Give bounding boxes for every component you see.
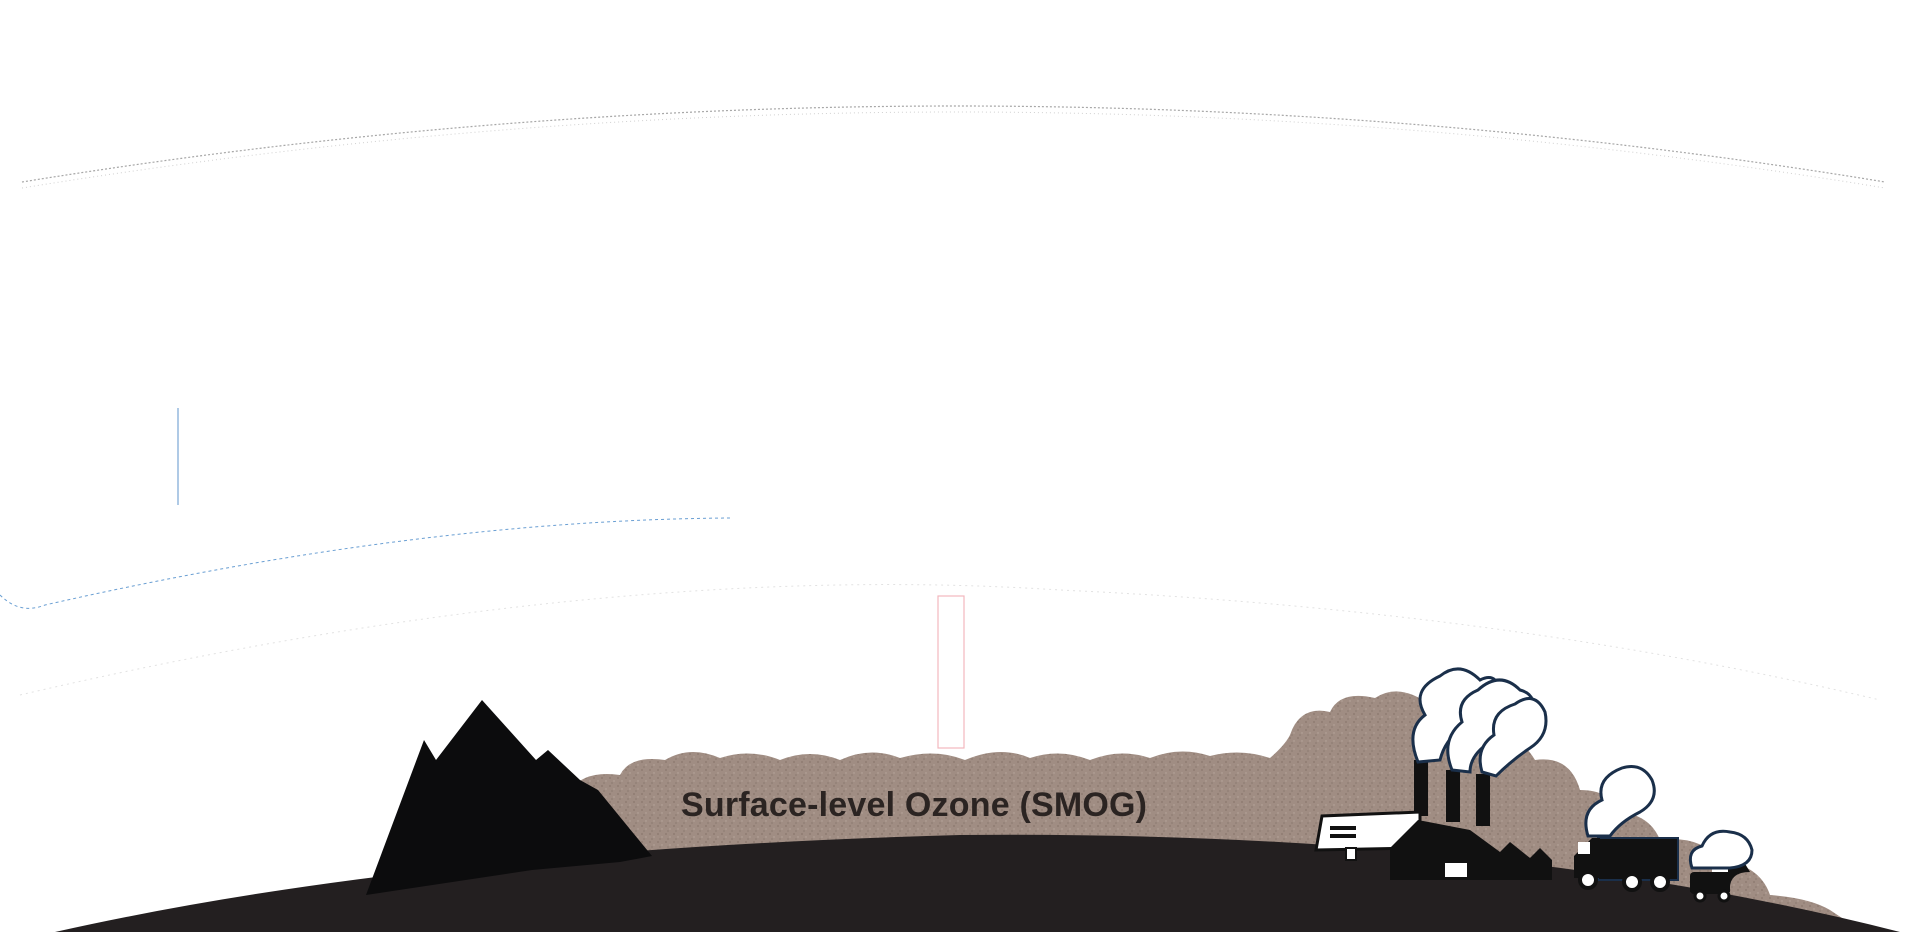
mountain-icon [366,700,652,895]
upper-atmosphere-arc [21,105,1886,183]
truck-icon [1574,837,1679,892]
stratosphere-arc [0,517,731,609]
smokestack-smoke-icon [1411,667,1548,778]
car-icon [1690,862,1750,903]
factory-icon [1314,760,1552,880]
ozone-column [937,595,965,749]
smog-label: Surface-level Ozone (SMOG) [681,786,1148,824]
troposphere-arc [19,584,1881,701]
upper-atmosphere-arc-inner [21,111,1886,189]
exhaust-smoke-icon [1584,765,1754,870]
